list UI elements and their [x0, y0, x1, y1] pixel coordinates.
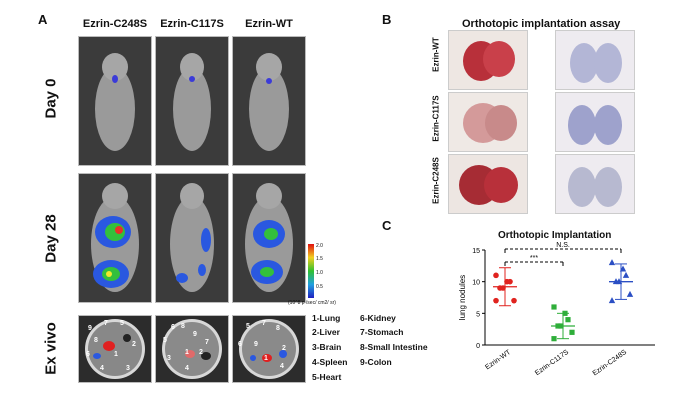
data-point-ezrin-wt — [511, 297, 517, 304]
data-point-ezrin-wt — [493, 272, 499, 279]
mouse-photo-c248s-day28 — [78, 173, 152, 303]
dish-number: 7 — [205, 339, 209, 346]
y-tick-label: 15 — [472, 248, 480, 255]
dish-number: 8 — [276, 325, 280, 332]
dish-number: 9 — [193, 331, 197, 338]
histology-lung-c117s — [555, 92, 635, 152]
panel-b-title: Orthotopic implantation assay — [462, 18, 621, 30]
colorbar-tick-3: 0.5 — [316, 284, 323, 290]
dish-number: 9 — [88, 325, 92, 332]
y-tick-label: 10 — [472, 280, 480, 287]
dish-number: 3 — [126, 365, 130, 372]
gross-lung-photo-c248s — [448, 154, 528, 214]
mouse-photo-c248s-day0 — [78, 36, 152, 166]
y-tick-label: 5 — [476, 311, 480, 318]
data-point-ezrin-c117s — [551, 336, 557, 342]
x-category-label: Ezrin-WT — [484, 348, 512, 371]
data-point-ezrin-c248s — [608, 297, 616, 304]
panel-b-row-wt: Ezrin-WT — [431, 37, 441, 72]
column-header-c117s: Ezrin-C117S — [160, 18, 224, 30]
colorbar-tick-2: 1.0 — [316, 270, 323, 276]
organ-legend-item: 4-Spleen — [312, 357, 348, 367]
ex-vivo-dish-wt — [232, 315, 306, 383]
dish-number: 5 — [120, 320, 124, 327]
data-point-ezrin-c117s — [569, 329, 575, 335]
organ-legend-item: 1-Lung — [312, 313, 341, 323]
column-header-wt: Ezrin-WT — [245, 18, 293, 30]
chart-title: Orthotopic Implantation — [498, 230, 612, 241]
panel-b-letter: B — [382, 12, 392, 27]
significance-label: *** — [530, 255, 538, 262]
dish-number: 6 — [171, 324, 175, 331]
dish-number: 4 — [100, 365, 104, 372]
dish-number: 7 — [104, 320, 108, 327]
panel-b-row-c117s: Ezrin-C117S — [431, 95, 441, 142]
row-label-day0: Day 0 — [42, 78, 60, 119]
dish-numbers-c117s: 6 8 9 5 7 1 3 2 4 — [155, 315, 227, 381]
organ-legend-item: 5-Heart — [312, 372, 342, 382]
y-tick-label: 0 — [476, 343, 480, 350]
dish-number: 2 — [199, 349, 203, 356]
dish-number: 1 — [114, 351, 118, 358]
dish-number: 4 — [280, 363, 284, 370]
panel-b-row-c248s: Ezrin-C248S — [431, 157, 441, 204]
significance-label: N.S. — [556, 242, 570, 249]
data-point-ezrin-c117s — [551, 304, 557, 310]
organ-legend-item: 2-Liver — [312, 327, 340, 337]
mouse-photo-wt-day28 — [232, 173, 306, 303]
histology-lung-wt — [555, 30, 635, 90]
colorbar-tick-1: 1.5 — [316, 256, 323, 262]
dish-number: 8 — [94, 337, 98, 344]
dish-number: 2 — [282, 345, 286, 352]
ex-vivo-dish-c117s — [155, 315, 229, 383]
colorbar-units: (10^8 p /sec/ cm2/ sr) — [288, 300, 336, 306]
dish-number: 7 — [262, 320, 266, 327]
data-point-ezrin-wt — [493, 297, 499, 304]
mouse-photo-c117s-day28 — [155, 173, 229, 303]
dish-numbers-wt: 5 7 8 6 9 1 2 4 — [232, 315, 304, 381]
dish-number: 8 — [181, 323, 185, 330]
data-point-ezrin-c248s — [622, 271, 630, 278]
panel-a-letter: A — [38, 12, 48, 27]
dish-number: 6 — [86, 351, 90, 358]
organ-legend-item: 7-Stomach — [360, 327, 404, 337]
gross-lung-photo-c117s — [448, 92, 528, 152]
dish-number: 9 — [254, 341, 258, 348]
row-label-ex-vivo: Ex vivo — [42, 322, 60, 375]
dish-number: 1 — [185, 349, 189, 356]
organ-legend-item: 9-Colon — [360, 357, 392, 367]
data-point-ezrin-c248s — [608, 259, 616, 266]
dish-number: 3 — [167, 355, 171, 362]
mouse-photo-wt-day0 — [232, 36, 306, 166]
column-header-c248s: Ezrin-C248S — [82, 18, 148, 30]
organ-legend-item: 8-Small Intestine — [360, 342, 428, 352]
dish-number: 5 — [246, 323, 250, 330]
organ-legend: 1-Lung 6-Kidney 2-Liver 7-Stomach 3-Brai… — [312, 312, 432, 392]
data-point-ezrin-c248s — [626, 290, 634, 297]
dish-number: 5 — [163, 337, 167, 344]
dish-number: 2 — [132, 341, 136, 348]
lung-nodules-chart: 0 5 10 15 lung nodules Ezrin-WT Ezrin-C117S Ezr… — [458, 242, 655, 378]
organ-legend-item: 3-Brain — [312, 342, 342, 352]
dish-number: 6 — [238, 341, 242, 348]
gross-lung-photo-wt — [448, 30, 528, 90]
x-category-label: Ezrin-C248S — [592, 349, 629, 378]
data-point-ezrin-c117s — [565, 317, 571, 323]
y-axis-label: lung nodules — [458, 275, 467, 320]
dish-numbers-c248s: 9 7 5 8 6 1 2 4 3 — [78, 315, 150, 381]
data-point-ezrin-wt — [507, 278, 513, 285]
dish-number: 1 — [264, 355, 268, 362]
organ-legend-item: 6-Kidney — [360, 313, 396, 323]
row-label-day28: Day 28 — [42, 214, 60, 263]
panel-c-letter: C — [382, 218, 392, 233]
mouse-photo-c117s-day0 — [155, 36, 229, 166]
histology-lung-c248s — [555, 154, 635, 214]
x-category-label: Ezrin-C117S — [534, 349, 570, 377]
colorbar — [308, 244, 314, 298]
colorbar-tick-0: 2.0 — [316, 243, 323, 249]
dish-number: 4 — [185, 365, 189, 372]
ex-vivo-dish-c248s — [78, 315, 152, 383]
